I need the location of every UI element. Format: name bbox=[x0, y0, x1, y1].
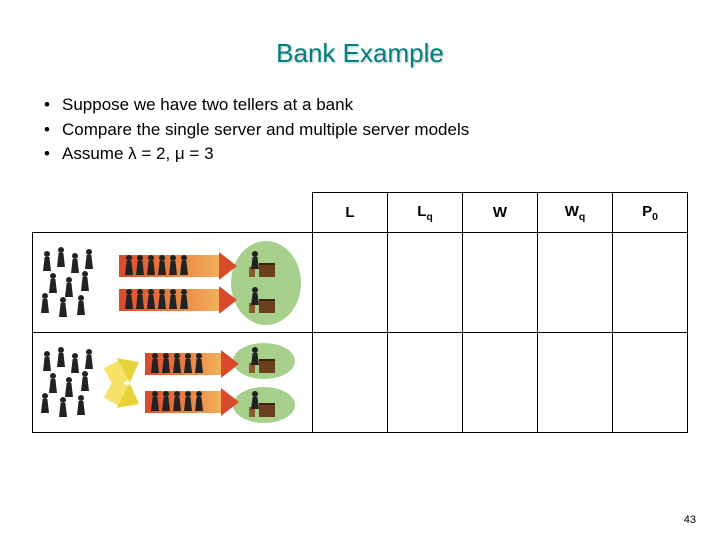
cell-P0 bbox=[613, 233, 688, 333]
header-W: W bbox=[463, 193, 538, 233]
header-Wq: Wq bbox=[538, 193, 613, 233]
cell-L bbox=[313, 333, 388, 433]
slide-number: 43 bbox=[684, 514, 696, 526]
cell-W bbox=[463, 233, 538, 333]
bullet-item: Suppose we have two tellers at a bank bbox=[62, 93, 720, 118]
header-P0: P0 bbox=[613, 193, 688, 233]
header-Lq: Lq bbox=[388, 193, 463, 233]
diagram-split-queue-two-servers bbox=[33, 333, 313, 433]
cell-W bbox=[463, 333, 538, 433]
cell-Wq bbox=[538, 333, 613, 433]
header-L: L bbox=[313, 193, 388, 233]
cell-Wq bbox=[538, 233, 613, 333]
cell-Lq bbox=[388, 233, 463, 333]
bullet-item: Compare the single server and multiple s… bbox=[62, 118, 720, 143]
bullet-item: Assume λ = 2, μ = 3 bbox=[62, 142, 720, 167]
cell-P0 bbox=[613, 333, 688, 433]
table-row bbox=[33, 233, 688, 333]
diagram-single-queue-two-servers bbox=[33, 233, 313, 333]
cell-Lq bbox=[388, 333, 463, 433]
cell-L bbox=[313, 233, 388, 333]
slide-title: Bank Example bbox=[0, 0, 720, 93]
table-header-row: L Lq W Wq P0 bbox=[33, 193, 688, 233]
table-row bbox=[33, 333, 688, 433]
comparison-table: L Lq W Wq P0 bbox=[32, 192, 688, 433]
header-blank bbox=[33, 193, 313, 233]
bullet-list: Suppose we have two tellers at a bank Co… bbox=[0, 93, 720, 167]
